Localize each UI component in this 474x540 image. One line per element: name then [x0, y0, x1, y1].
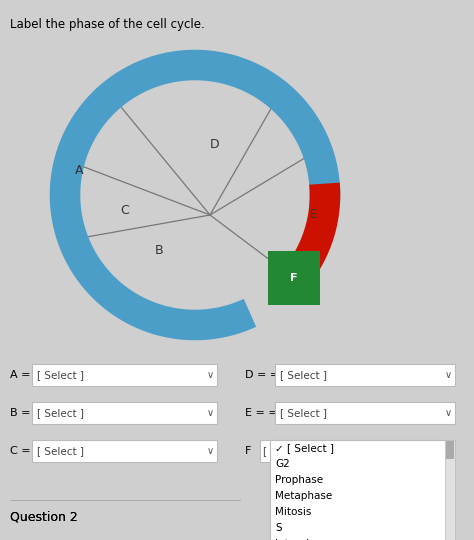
FancyBboxPatch shape: [275, 402, 455, 424]
Text: [ Select ]: [ Select ]: [37, 370, 84, 380]
Text: S: S: [275, 523, 282, 533]
Text: Label the phase of the cell cycle.: Label the phase of the cell cycle.: [10, 18, 205, 31]
Text: Prophase: Prophase: [275, 475, 323, 485]
Text: E: E: [310, 208, 318, 221]
Text: Question 2: Question 2: [10, 510, 78, 523]
Text: ∨: ∨: [207, 370, 214, 380]
FancyBboxPatch shape: [445, 440, 455, 540]
Text: F: F: [245, 446, 251, 456]
Text: Metaphase: Metaphase: [275, 491, 332, 501]
Text: F: F: [290, 273, 297, 283]
Text: ∨: ∨: [207, 446, 214, 456]
Text: ✓ [ Select ]: ✓ [ Select ]: [275, 443, 334, 453]
Text: E = =: E = =: [245, 408, 278, 418]
Text: Interphase: Interphase: [275, 539, 331, 540]
Text: Mitosis: Mitosis: [275, 507, 311, 517]
FancyBboxPatch shape: [275, 364, 455, 386]
Text: [ Select ]: [ Select ]: [280, 370, 327, 380]
Text: ∨: ∨: [445, 408, 452, 418]
Text: ∨: ∨: [207, 408, 214, 418]
Text: B =: B =: [10, 408, 30, 418]
Text: Question 2: Question 2: [10, 510, 78, 523]
Text: [ Select ]: [ Select ]: [37, 446, 84, 456]
Text: G2: G2: [275, 459, 290, 469]
FancyBboxPatch shape: [270, 440, 455, 540]
Text: D = =: D = =: [245, 370, 279, 380]
Text: C: C: [120, 204, 129, 217]
Text: ∨: ∨: [445, 370, 452, 380]
Text: [ Select ]: [ Select ]: [280, 408, 327, 418]
FancyBboxPatch shape: [32, 440, 217, 462]
Text: D: D: [210, 138, 219, 152]
Text: A =: A =: [10, 370, 30, 380]
FancyBboxPatch shape: [260, 440, 440, 462]
Text: B: B: [155, 244, 164, 256]
FancyBboxPatch shape: [32, 364, 217, 386]
FancyBboxPatch shape: [32, 402, 217, 424]
Text: [ Select ]: [ Select ]: [37, 408, 84, 418]
Text: A: A: [75, 164, 83, 177]
Text: [ Select ]: [ Select ]: [263, 446, 310, 456]
Text: C =: C =: [10, 446, 31, 456]
FancyBboxPatch shape: [446, 441, 454, 459]
